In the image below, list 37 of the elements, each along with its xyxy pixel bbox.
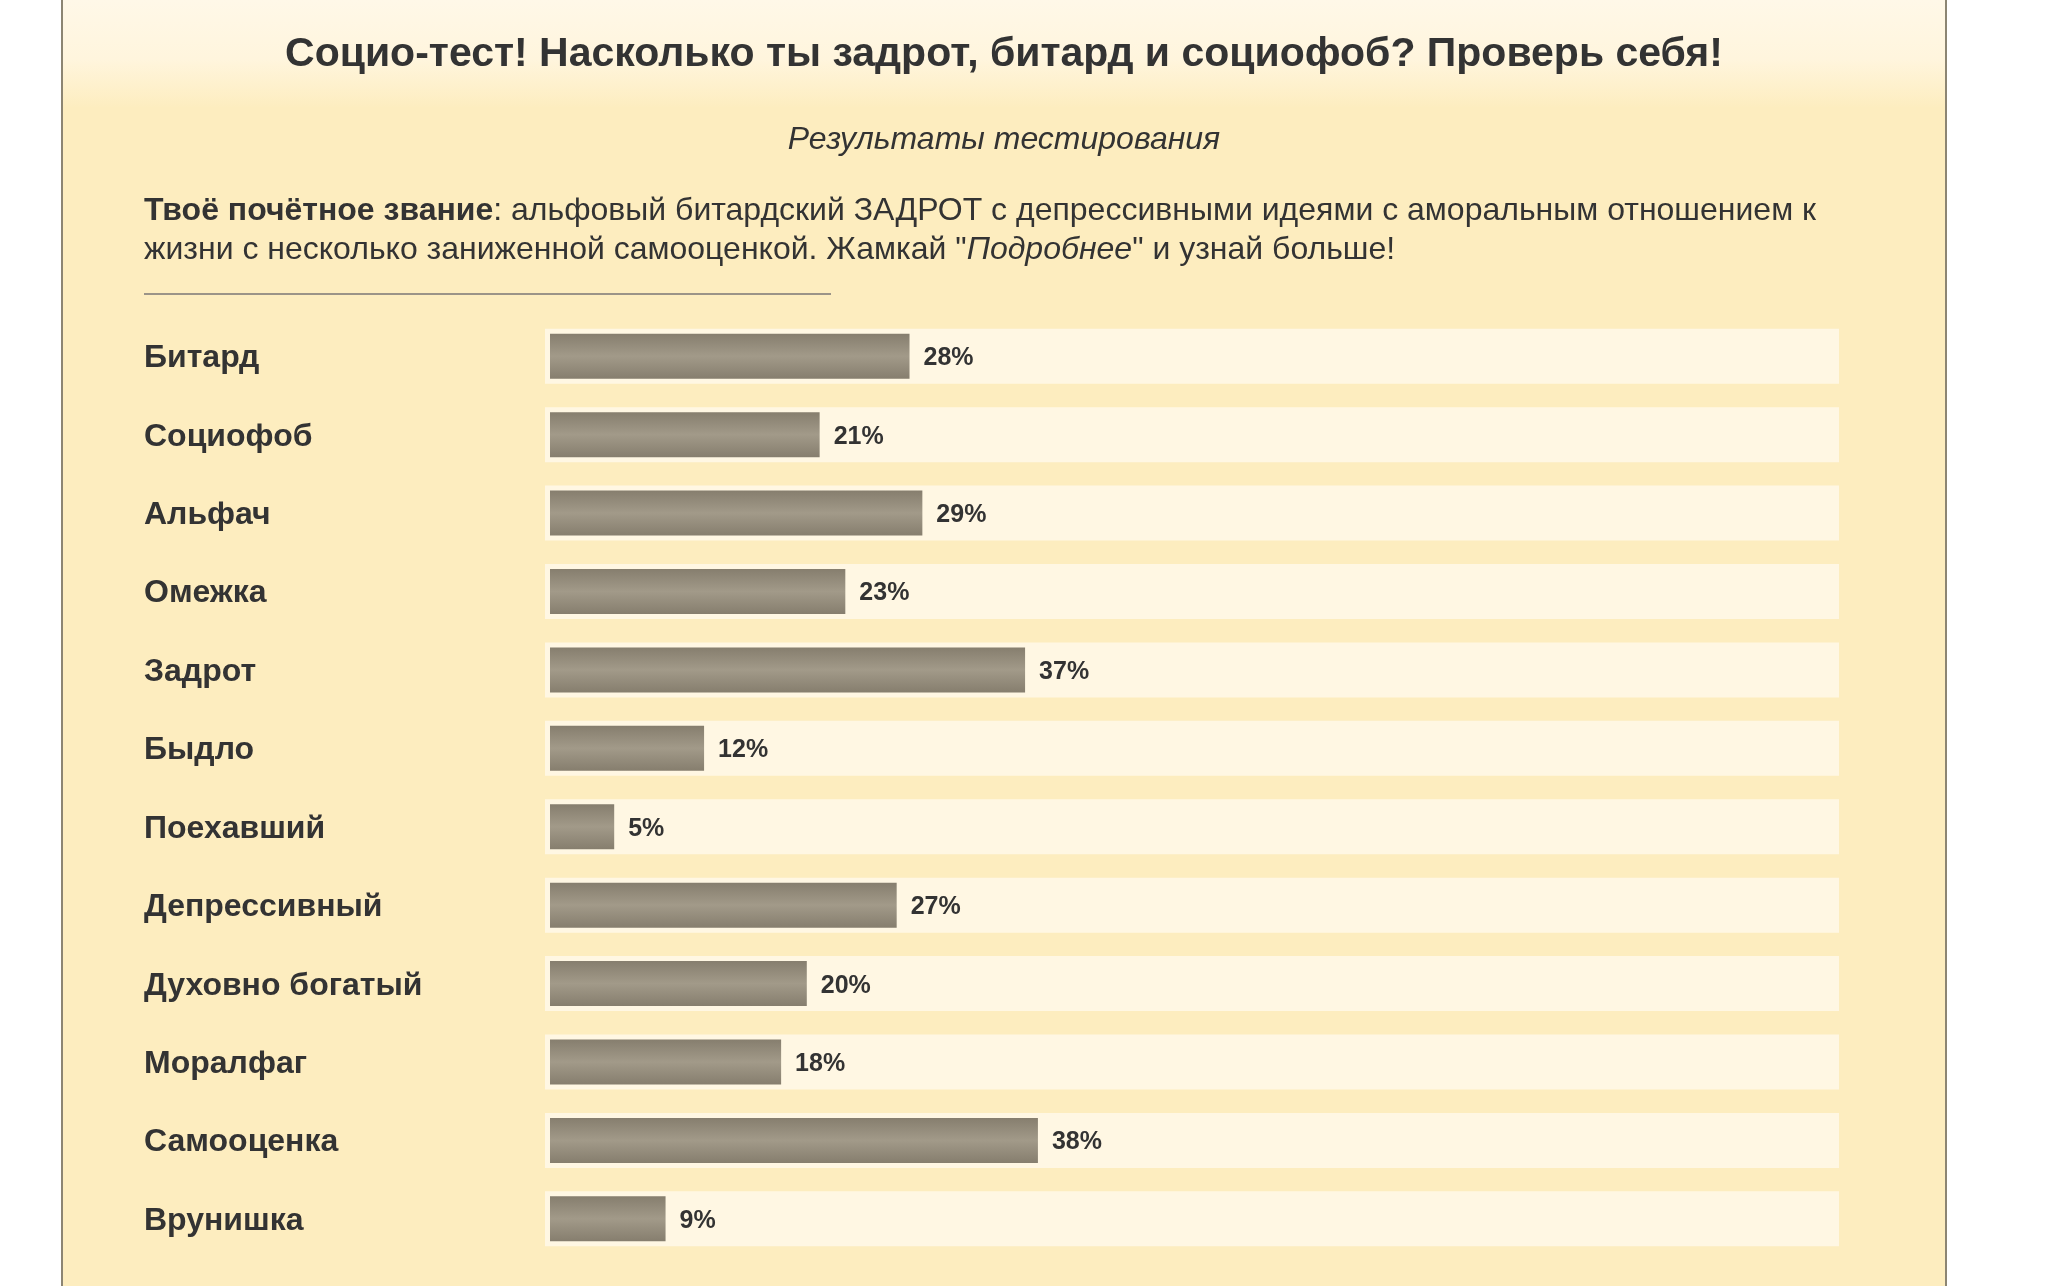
data-label: 12% [718, 734, 769, 763]
y-tick-label: Социофоб [144, 416, 313, 453]
data-label: 9% [679, 1204, 716, 1233]
y-tick-label: Омежка [144, 573, 267, 610]
bar [550, 882, 897, 928]
chart-subtitle: Результаты тестирования [786, 119, 1222, 158]
data-label: 21% [833, 420, 884, 449]
bar [550, 725, 705, 771]
data-label: 20% [820, 969, 871, 998]
bar [550, 1196, 666, 1242]
bar [550, 804, 615, 850]
y-tick-label: Моралфаг [144, 1043, 307, 1080]
data-label: 5% [628, 812, 665, 841]
y-tick-label: Депрессивный [144, 887, 383, 924]
bar [550, 568, 846, 614]
y-tick-label: Альфач [144, 495, 271, 532]
data-label: 18% [795, 1047, 846, 1076]
y-tick-label: Самооценка [144, 1122, 339, 1159]
bar [550, 333, 910, 379]
data-label: 23% [859, 577, 910, 606]
data-label: 38% [1051, 1126, 1102, 1155]
bar [550, 1039, 782, 1085]
y-tick-label: Быдло [144, 730, 255, 767]
text: Твоё почётное звание: альфовый битардский ЗАДРОТ с депрессивными идеями с аморальным отношением к жизни с несколько заниженной самооценкой. Жамкай "Подробнее" и узнай больше! [144, 190, 1818, 268]
data-label: 27% [910, 891, 961, 920]
bar [550, 961, 807, 1007]
y-tick-label: Врунишка [144, 1200, 304, 1237]
bar [550, 412, 820, 458]
y-tick-label: Духовно богатый [144, 965, 423, 1002]
bar [550, 490, 923, 536]
chart-title: Социо-тест! Насколько ты задрот, битард и социофоб? Проверь себя! [284, 28, 1724, 77]
data-label: 28% [923, 342, 974, 371]
y-tick-label: Задрот [144, 651, 257, 688]
data-label: 37% [1039, 655, 1090, 684]
data-label: 29% [936, 499, 987, 528]
y-tick-label: Поехавший [144, 808, 326, 845]
y-tick-label: Битард [144, 338, 260, 375]
